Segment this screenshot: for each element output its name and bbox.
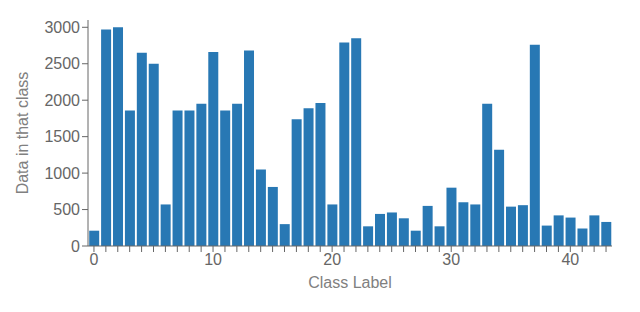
- svg-text:20: 20: [323, 251, 341, 268]
- svg-text:40: 40: [561, 251, 579, 268]
- svg-text:2000: 2000: [44, 92, 80, 109]
- svg-text:0: 0: [90, 251, 99, 268]
- svg-text:10: 10: [204, 251, 222, 268]
- svg-text:Data in that class: Data in that class: [14, 72, 31, 195]
- svg-text:Class Label: Class Label: [308, 274, 392, 291]
- svg-text:0: 0: [71, 238, 80, 255]
- svg-text:1000: 1000: [44, 165, 80, 182]
- svg-text:500: 500: [53, 201, 80, 218]
- svg-text:2500: 2500: [44, 55, 80, 72]
- svg-text:30: 30: [442, 251, 460, 268]
- svg-text:1500: 1500: [44, 128, 80, 145]
- svg-text:3000: 3000: [44, 19, 80, 36]
